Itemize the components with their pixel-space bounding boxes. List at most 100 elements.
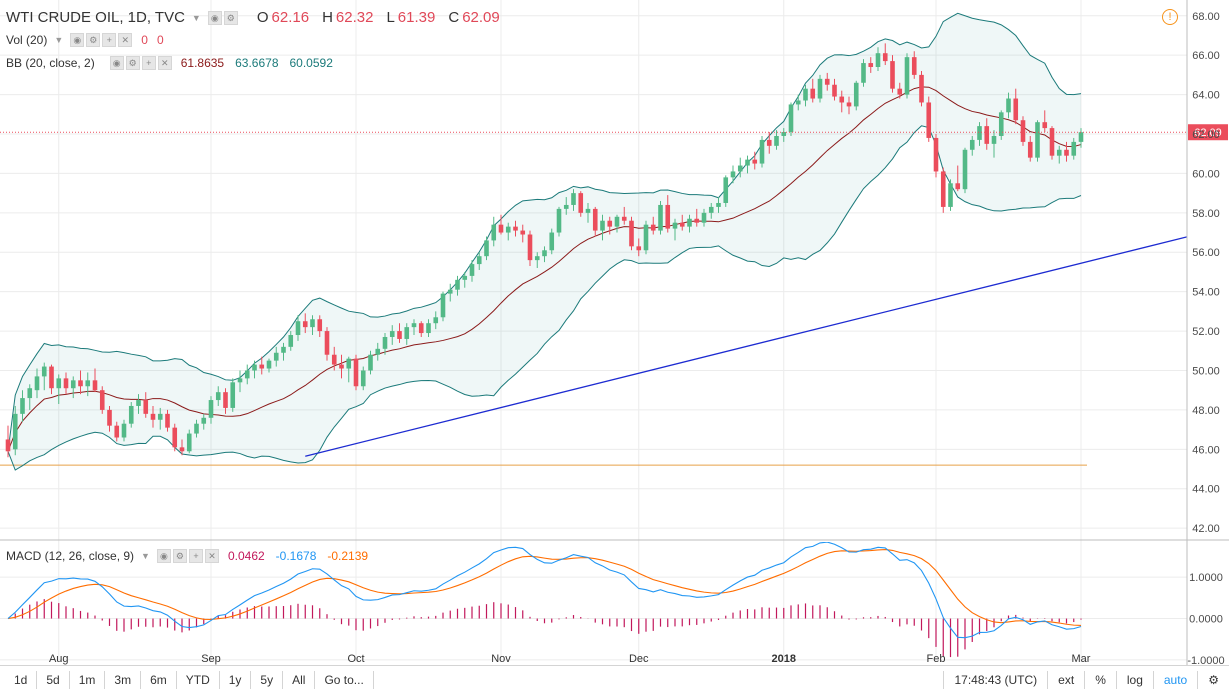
volume-title[interactable]: Vol (20) [6,33,48,47]
range-all[interactable]: All [283,671,316,689]
close-label: C [448,9,460,26]
candle [230,378,236,412]
trend-line[interactable] [305,236,1187,457]
auto-toggle[interactable]: auto [1152,671,1197,689]
percent-toggle[interactable]: % [1084,671,1116,689]
candle-body [629,220,634,247]
y-tick-label: 68.00 [1192,11,1220,23]
symbol-title[interactable]: WTI CRUDE OIL, 1D, TVC [6,9,185,26]
candle [578,191,584,217]
candle-body [447,289,453,294]
y-tick-label: 48.00 [1192,405,1220,417]
goto-button[interactable]: Go to... [315,671,374,689]
candle-body [679,222,685,227]
bb-title[interactable]: BB (20, close, 2) [6,56,95,70]
candle [375,342,381,361]
range-1m[interactable]: 1m [70,671,106,689]
candle-body [810,88,816,99]
candle-body [687,218,692,227]
candle-body [469,264,475,276]
plus-icon[interactable]: + [102,33,117,47]
macd-signal-value: -0.2139 [327,549,369,563]
candle-body [977,126,982,140]
ext-toggle[interactable]: ext [1047,671,1084,689]
y-tick-label: 44.00 [1192,484,1220,496]
candle [861,59,866,87]
macd-title[interactable]: MACD (12, 26, close, 9) [6,549,135,563]
gear-icon[interactable]: ⚙ [86,33,101,47]
candle-body [716,202,721,207]
candle-body [846,102,852,107]
alert-clock-icon[interactable]: ! [1162,9,1178,25]
close-icon[interactable]: ✕ [157,56,172,70]
candle-body [172,427,178,448]
range-ytd[interactable]: YTD [177,671,220,689]
eye-icon[interactable]: ◉ [207,10,222,25]
candle-body [498,224,504,233]
candle-body [375,348,381,355]
chevron-down-icon[interactable]: ▼ [54,35,64,45]
candle [868,57,874,73]
gear-icon[interactable]: ⚙ [172,549,187,563]
candle [295,315,301,341]
candle-body [861,63,866,83]
y-tick-label: 62.00 [1192,129,1220,141]
eye-icon[interactable]: ◉ [109,56,124,70]
chevron-down-icon[interactable]: ▼ [141,551,150,561]
candle-body [288,335,294,347]
candle-body [418,323,424,334]
candle [592,206,598,237]
range-1d[interactable]: 1d [0,671,38,689]
y-tick-label: 64.00 [1192,90,1220,102]
log-toggle[interactable]: log [1115,671,1153,689]
gear-icon[interactable]: ⚙ [223,10,238,25]
eye-icon[interactable]: ◉ [156,549,171,563]
candle-body [49,366,54,389]
candle [56,374,62,404]
candle [824,72,830,91]
candle-body [890,61,895,89]
candle [527,230,533,267]
candle-body [723,177,729,203]
candle-body [665,204,671,229]
range-1y[interactable]: 1y [220,671,252,689]
chevron-down-icon[interactable]: ▼ [191,12,201,23]
high-label: H [322,9,333,26]
plus-icon[interactable]: + [141,56,156,70]
candle-body [962,149,968,190]
range-5y[interactable]: 5y [251,671,284,689]
close-icon[interactable]: ✕ [118,33,133,47]
candle-body [948,183,953,207]
candle-body [215,392,221,401]
candle [404,323,410,345]
clock-time[interactable]: 17:48:43 (UTC) [943,671,1047,689]
candle [607,216,613,235]
candle [984,118,990,150]
candle [273,346,279,367]
candle [70,376,76,399]
candle-body [520,230,526,235]
open-label: O [256,9,269,26]
range-3m[interactable]: 3m [105,671,142,689]
candle [846,96,852,115]
candle [1013,88,1019,125]
candle [99,386,105,414]
candle-body [882,53,888,62]
eye-icon[interactable]: ◉ [70,33,85,47]
bb-upper-value: 63.6678 [235,56,279,70]
candle [1027,135,1033,162]
range-6m[interactable]: 6m [141,671,177,689]
candle-body [99,390,105,410]
range-5d[interactable]: 5d [37,671,70,689]
chart-canvas[interactable]: 62.09 68.00 66.00 64.00 62.00 60.00 58.00 56.0… [0,0,1229,665]
candle [701,208,707,227]
settings-gear-icon[interactable]: ⚙ [1197,671,1229,689]
gear-icon[interactable]: ⚙ [125,56,140,70]
candle [636,238,642,257]
candle-body [165,413,170,428]
candle [1020,116,1026,146]
plus-icon[interactable]: + [188,549,203,563]
close-icon[interactable]: ✕ [204,549,219,563]
macd-line-value: -0.1678 [275,549,317,563]
candle [121,419,127,442]
